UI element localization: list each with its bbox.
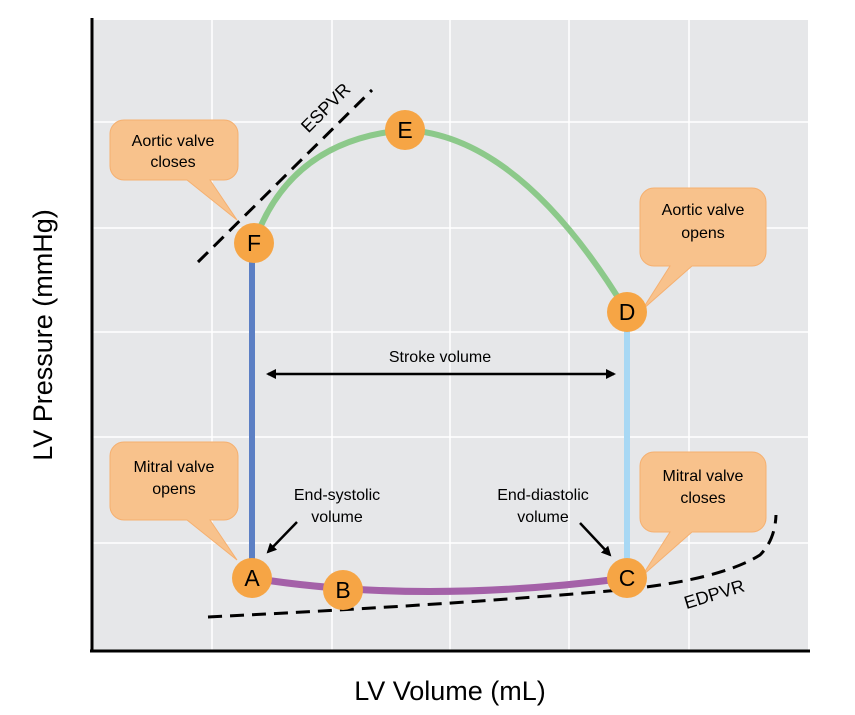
end-systolic-label: End-systolic volume: [294, 487, 380, 526]
point-c: C: [607, 558, 647, 598]
edpvr-line: [207, 514, 778, 619]
end-diastolic-label: End-diastolic volume: [497, 487, 589, 526]
filling-curve: [251, 574, 628, 595]
point-label: B: [335, 577, 350, 603]
point-label: D: [619, 299, 636, 325]
point-marker: [232, 558, 272, 598]
point-marker: [385, 110, 425, 150]
callout-aortic-valve-closes: Aortic valve closes: [109, 119, 239, 221]
y-axis-label: LV Pressure (mmHg): [28, 209, 58, 461]
end-systolic-arrow: [266, 521, 298, 554]
point-label: E: [397, 117, 412, 143]
point-f: F: [234, 223, 274, 263]
point-e: E: [385, 110, 425, 150]
point-d: D: [607, 292, 647, 332]
point-label: F: [247, 230, 261, 256]
stroke-volume-label: Stroke volume: [389, 349, 491, 366]
end-diastolic-arrow: [579, 522, 612, 557]
point-a: A: [232, 558, 272, 598]
point-label: C: [619, 565, 636, 591]
point-marker: [234, 223, 274, 263]
callout-aortic-valve-opens: Aortic valve opens: [639, 187, 767, 311]
point-b: B: [323, 570, 363, 610]
callout-mitral-valve-opens: Mitral valve opens: [109, 441, 239, 561]
x-axis-label: LV Volume (mL): [354, 676, 546, 706]
point-marker: [323, 570, 363, 610]
espvr-line: [196, 88, 374, 264]
point-marker: [607, 292, 647, 332]
callout-mitral-valve-closes: Mitral valve closes: [639, 451, 767, 577]
point-marker: [607, 558, 647, 598]
point-label: A: [244, 565, 260, 591]
